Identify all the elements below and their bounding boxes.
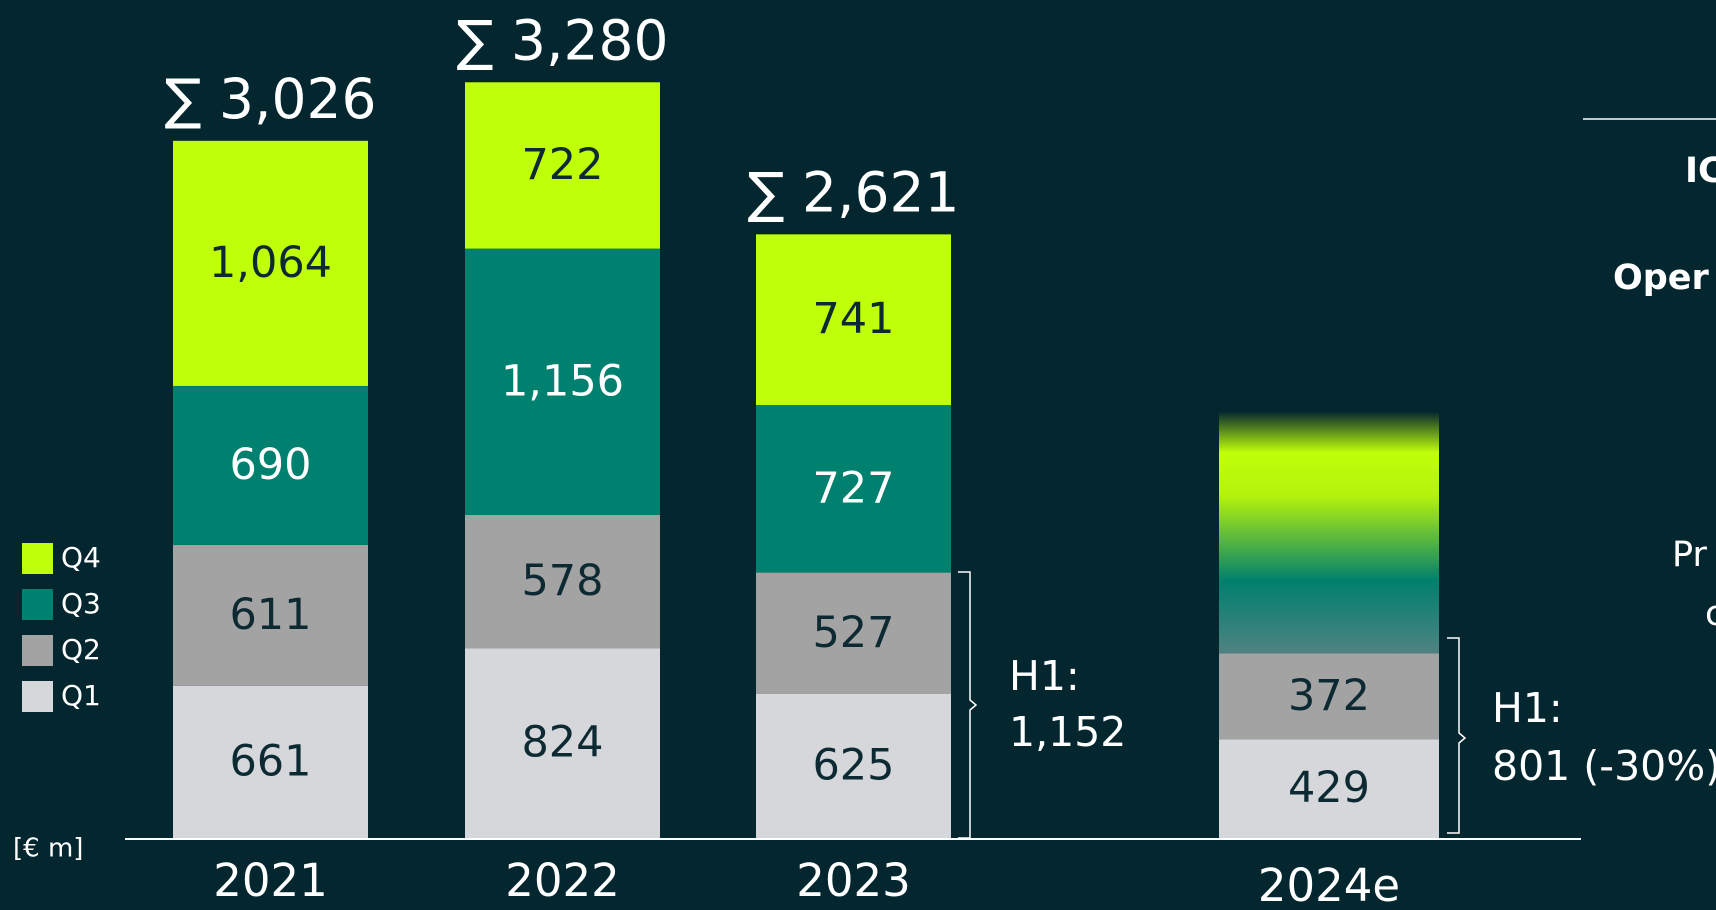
value-label: 625 <box>812 741 894 791</box>
legend-label: Q2 <box>61 633 101 666</box>
bar-segment <box>465 514 660 649</box>
total-label: ∑ 2,621 <box>748 160 960 224</box>
legend-swatch <box>22 635 53 666</box>
bar-segment <box>1219 739 1439 838</box>
legend-label: Q1 <box>61 679 101 712</box>
x-tick-label: 2023 <box>796 854 911 907</box>
value-label: 429 <box>1288 763 1370 813</box>
h1-label: H1: <box>1492 684 1563 732</box>
legend-label: Q3 <box>61 587 101 620</box>
bar-segment <box>756 405 951 573</box>
bars <box>173 82 1439 838</box>
bracket <box>1447 637 1467 834</box>
x-tick-label: 2022 <box>505 854 620 907</box>
bar-segment <box>465 82 660 249</box>
value-label: 578 <box>521 556 603 606</box>
bar-segment <box>173 140 368 386</box>
value-label: 690 <box>229 440 311 490</box>
value-label: 727 <box>812 463 894 513</box>
bar-segment <box>756 572 951 694</box>
unit-label: [€ m] <box>13 834 83 864</box>
bracket <box>958 571 978 839</box>
x-tick-label: 2024e <box>1258 859 1400 910</box>
value-label: 527 <box>812 608 894 658</box>
value-label: 611 <box>229 590 311 640</box>
value-label: 722 <box>521 140 603 190</box>
side-text: Oper <box>1613 258 1710 298</box>
bar-segment <box>756 694 951 838</box>
side-text: c <box>1705 594 1716 634</box>
value-label: 1,064 <box>209 238 332 288</box>
h1-value: 801 (-30%) <box>1492 742 1716 790</box>
outlook-gradient <box>1219 411 1439 654</box>
bar-segment <box>756 234 951 406</box>
x-tick-label: 2021 <box>213 854 328 907</box>
side-text: IC <box>1685 151 1716 191</box>
side-text: Pr <box>1672 535 1707 575</box>
bar-segment <box>465 648 660 838</box>
bar-segment <box>173 385 368 545</box>
bar-segment <box>173 685 368 838</box>
value-label: 1,156 <box>501 356 624 406</box>
value-label: 661 <box>229 736 311 786</box>
legend-swatch <box>22 543 53 574</box>
value-label: 372 <box>1288 671 1370 721</box>
bar-segment <box>1219 653 1439 740</box>
total-label: ∑ 3,280 <box>457 8 669 72</box>
legend-label: Q4 <box>61 541 101 574</box>
h1-label: H1: <box>1009 652 1080 700</box>
h1-value: 1,152 <box>1009 708 1126 756</box>
legend-swatch <box>22 681 53 712</box>
value-label: 741 <box>812 294 894 344</box>
total-label: ∑ 3,026 <box>165 67 377 131</box>
bar-segment <box>173 544 368 686</box>
value-label: 824 <box>521 718 603 768</box>
bar-segment <box>465 248 660 515</box>
legend-swatch <box>22 589 53 620</box>
